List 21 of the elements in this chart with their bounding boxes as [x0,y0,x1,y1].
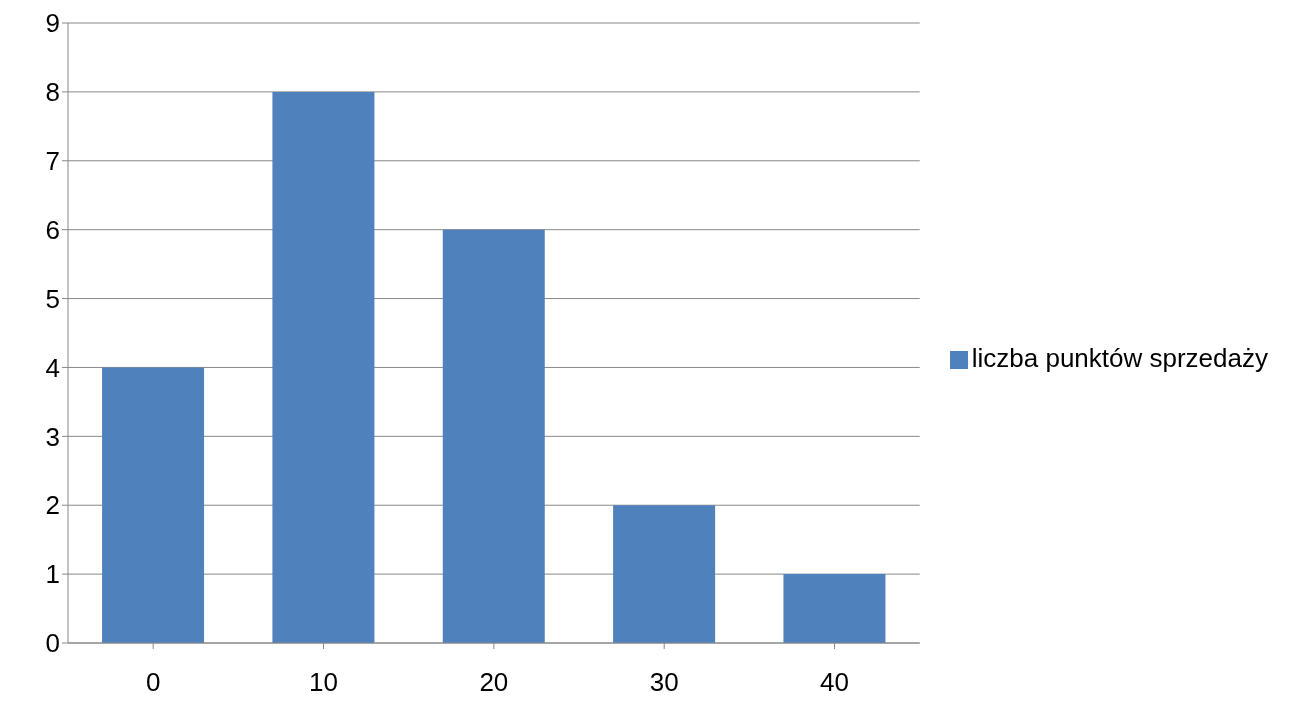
y-tick-label: 0 [45,628,60,659]
x-tick-label: 40 [820,667,850,698]
y-tick-label: 1 [45,559,60,590]
bar [442,229,545,643]
bar [613,505,716,643]
bar [102,367,205,643]
bar [783,574,886,643]
legend-label: liczba punktów sprzedaży [971,342,1268,373]
y-tick-label: 2 [45,490,60,521]
y-tick-label: 6 [45,214,60,245]
y-tick-label: 3 [45,421,60,452]
x-tick-label: 20 [479,667,509,698]
y-tick-label: 9 [45,8,60,39]
y-tick-label: 8 [45,77,60,108]
y-tick-label: 7 [45,146,60,177]
x-tick-label: 30 [649,667,679,698]
y-tick-label: 5 [45,283,60,314]
y-tick-label: 4 [45,352,60,383]
x-tick-label: 0 [145,667,161,698]
bar [272,91,375,643]
x-tick-label: 10 [309,667,338,698]
